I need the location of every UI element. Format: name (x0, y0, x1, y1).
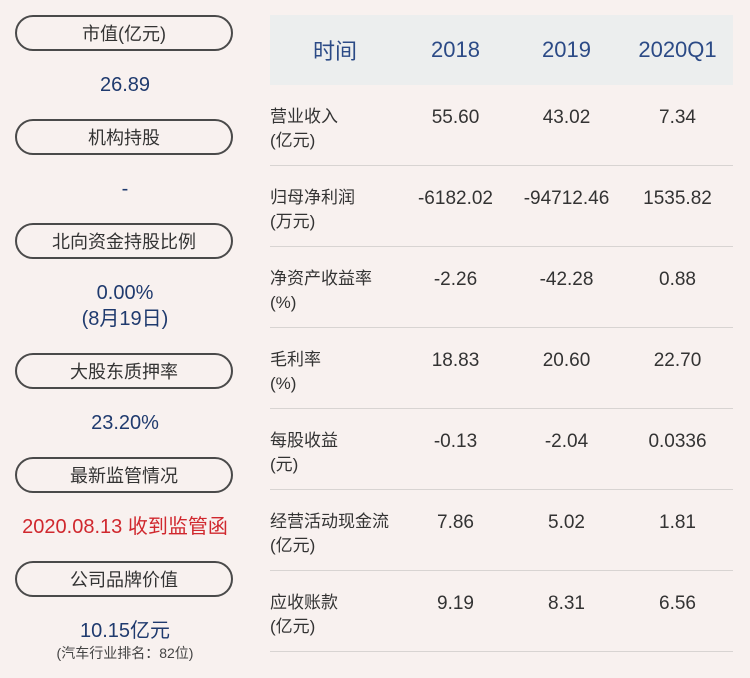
table-cell: 55.60 (431, 107, 480, 128)
pledge-label: 大股东质押率 (15, 353, 233, 389)
left-panel: 市值(亿元) 26.89 机构持股 - 北向资金持股比例 0.00% (8月19… (0, 0, 250, 678)
table-row: 每股收益 (元) -0.13 -2.04 0.0336 (270, 409, 733, 490)
table-row: 净资产收益率 (%) -2.26 -42.28 0.88 (270, 247, 733, 328)
row-label: 归母净利润 (万元) (270, 188, 355, 231)
row-label: 净资产收益率 (%) (270, 269, 372, 312)
northbound-value: 0.00% (96, 282, 154, 304)
row-label: 每股收益 (元) (270, 431, 338, 474)
table-cell: 0.88 (659, 269, 696, 290)
table-row: 经营活动现金流 (亿元) 7.86 5.02 1.81 (270, 490, 733, 571)
northbound-date: (8月19日) (81, 308, 169, 330)
market-cap-value: 26.89 (99, 74, 151, 96)
table-cell: 6.56 (659, 593, 696, 614)
table-cell: 20.60 (542, 350, 591, 371)
table-row: 应收账款 (亿元) 9.19 8.31 6.56 (270, 571, 733, 652)
northbound-label: 北向资金持股比例 (15, 223, 233, 259)
regulation-value: 2020.08.13 收到监管函 (22, 516, 228, 538)
table-cell: 1.81 (659, 512, 696, 533)
table-cell: -2.26 (433, 269, 478, 290)
row-label: 应收账款 (亿元) (270, 593, 338, 636)
row-label: 营业收入 (亿元) (270, 107, 338, 150)
table-header: 时间 2018 2019 2020Q1 (270, 15, 733, 85)
pledge-value: 23.20% (91, 412, 159, 434)
brand-value: 10.15亿元 (79, 620, 171, 642)
table-cell: -2.04 (544, 431, 589, 452)
header-2019: 2019 (542, 37, 591, 62)
table-cell: -94712.46 (523, 188, 610, 209)
market-cap-label: 市值(亿元) (15, 15, 233, 51)
table-row: 归母净利润 (万元) -6182.02 -94712.46 1535.82 (270, 166, 733, 247)
table-cell: 5.02 (548, 512, 585, 533)
financial-table: 时间 2018 2019 2020Q1 营业收入 (亿元) 55.60 43.02… (270, 15, 733, 652)
header-2020q1: 2020Q1 (638, 37, 717, 62)
table-row: 营业收入 (亿元) 55.60 43.02 7.34 (270, 85, 733, 166)
header-time: 时间 (312, 39, 357, 64)
table-cell: -42.28 (539, 269, 594, 290)
row-label: 经营活动现金流 (亿元) (270, 512, 389, 555)
brand-label: 公司品牌价值 (15, 561, 233, 597)
table-cell: 18.83 (431, 350, 480, 371)
table-cell: 9.19 (437, 593, 474, 614)
row-label: 毛利率 (%) (270, 350, 321, 393)
table-cell: -0.13 (433, 431, 478, 452)
table-row: 毛利率 (%) 18.83 20.60 22.70 (270, 328, 733, 409)
table-cell: 7.86 (437, 512, 474, 533)
regulation-label: 最新监管情况 (15, 457, 233, 493)
table-cell: 22.70 (653, 350, 702, 371)
table-cell: 0.0336 (648, 431, 707, 452)
header-2018: 2018 (431, 37, 480, 62)
table-cell: 7.34 (659, 107, 696, 128)
table-cell: 8.31 (548, 593, 585, 614)
table-cell: -6182.02 (417, 188, 493, 209)
institution-value: - (121, 178, 129, 200)
table-cell: 43.02 (542, 107, 591, 128)
institution-label: 机构持股 (15, 119, 233, 155)
brand-rank-note: (汽车行业排名：82位) (56, 645, 194, 661)
table-cell: 1535.82 (643, 188, 712, 209)
